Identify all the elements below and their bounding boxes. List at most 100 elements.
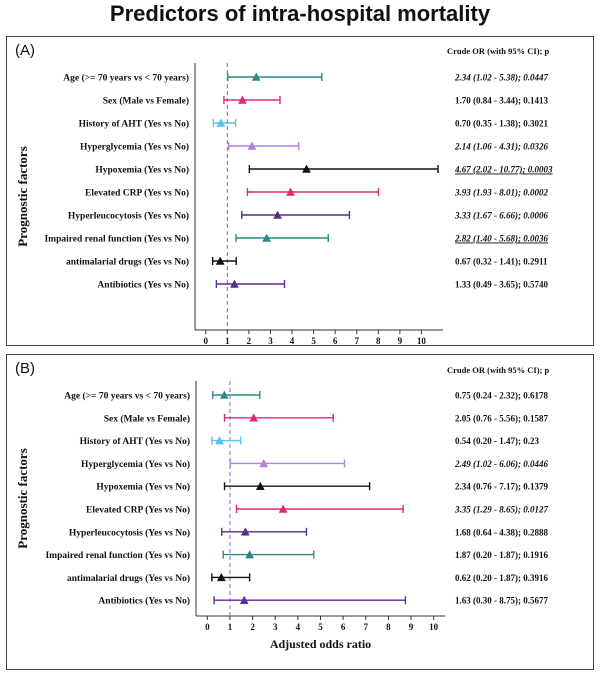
forest-plot-a: (A) Crude OR (with 95% CI); p 0 1 2 3 4 5 6 7 8 9 10… — [15, 42, 553, 345]
result-text: 4.67 (2.02 - 10.77); 0.0003 — [454, 165, 553, 175]
result-text: 2.82 (1.40 - 5.68); 0.0036 — [454, 234, 548, 244]
x-tick-label-b: 5 — [318, 622, 323, 632]
x-tick-label-b: 6 — [341, 622, 346, 632]
result-text: 0.75 (0.24 - 2.32); 0.6178 — [455, 391, 548, 401]
factor-label: Impaired renal function (Yes vs No) — [45, 550, 190, 561]
factor-label: Age (>= 70 years vs < 70 years) — [63, 73, 189, 84]
x-tick-label-b: 4 — [296, 622, 301, 632]
result-text: 1.68 (0.64 - 4.38); 0.2888 — [455, 527, 548, 537]
x-tick-label-b: 7 — [364, 622, 369, 632]
x-tick-label-b: 10 — [429, 622, 439, 632]
ci-bar — [246, 188, 380, 196]
ci-bar — [235, 234, 329, 242]
or-point — [245, 550, 255, 559]
factor-label: Antibiotics (Yes vs No) — [97, 280, 189, 291]
ci-bar — [221, 527, 308, 536]
factor-label: Elevated CRP (Yes vs No) — [85, 188, 189, 199]
result-text: 1.87 (0.20 - 1.87); 0.1916 — [455, 550, 548, 560]
x-tick-label-a: 7 — [354, 336, 359, 345]
result-text: 2.49 (1.02 - 6.06); 0.0446 — [454, 459, 548, 469]
ci-bar — [235, 505, 404, 513]
result-text: 3.33 (1.67 - 6.66); 0.0006 — [454, 211, 548, 221]
or-point — [219, 390, 229, 399]
or-point — [278, 504, 288, 513]
x-tick-label-b: 1 — [228, 622, 233, 632]
result-text: 1.63 (0.30 - 8.75); 0.5677 — [455, 596, 548, 606]
factor-label: Sex (Male vs Female) — [104, 413, 190, 424]
x-tick-label-b: 9 — [409, 622, 414, 632]
or-point — [286, 187, 295, 196]
ci-bar — [211, 436, 242, 445]
x-tick-label-a: 4 — [290, 336, 295, 345]
or-point — [230, 279, 239, 288]
result-text: 0.54 (0.20 - 1.47); 0.23 — [455, 436, 539, 446]
y-axis-label-b: Prognostic factors — [15, 448, 30, 548]
x-tick-label-b: 0 — [205, 622, 210, 632]
or-point — [255, 481, 265, 490]
result-text: 1.70 (0.84 - 3.44); 0.1413 — [455, 96, 548, 106]
ci-bar — [229, 459, 346, 468]
factor-label: Antibiotics (Yes vs No) — [98, 596, 190, 607]
x-tick-label-a: 3 — [268, 336, 273, 345]
or-point — [273, 210, 283, 219]
or-point — [238, 95, 247, 104]
factor-label: Elevated CRP (Yes vs No) — [86, 505, 190, 516]
result-text: 2.34 (0.76 - 7.17); 0.1379 — [455, 482, 548, 492]
result-text: 0.62 (0.20 - 1.87); 0.3916 — [455, 573, 548, 583]
result-text: 0.70 (0.35 - 1.38); 0.3021 — [455, 119, 548, 129]
x-tick-label-b: 8 — [386, 622, 391, 632]
factor-label: antimalarial drugs (Yes vs No) — [67, 573, 190, 584]
ci-bar — [211, 573, 251, 582]
panel-a: (A) Crude OR (with 95% CI); p 0 1 2 3 4 5 6 7 8 9 10… — [6, 36, 594, 346]
result-text: 1.33 (0.49 - 3.65); 0.5740 — [455, 280, 548, 290]
factor-label: antimalarial drugs (Yes vs No) — [66, 257, 189, 268]
or-point — [240, 527, 250, 536]
factor-label: Hyperglycemia (Yes vs No) — [80, 142, 189, 153]
x-axis-label-b: Adjusted odds ratio — [270, 637, 371, 651]
x-tick-label-a: 1 — [225, 336, 230, 345]
result-text: 3.93 (1.93 - 8.01); 0.0002 — [454, 188, 548, 198]
ci-bar — [227, 73, 323, 81]
or-point — [216, 118, 226, 127]
factor-label: Impaired renal function (Yes vs No) — [44, 234, 189, 245]
or-point — [302, 164, 311, 173]
ci-bar — [212, 391, 261, 399]
or-point — [262, 233, 272, 242]
ci-bar — [212, 119, 237, 127]
factor-label: Hyperglycemia (Yes vs No) — [81, 459, 190, 470]
factor-label: Sex (Male vs Female) — [103, 96, 189, 107]
ci-bar — [215, 280, 286, 288]
x-tick-label-a: 6 — [333, 336, 338, 345]
result-text: 3.35 (1.29 - 8.65); 0.0127 — [454, 505, 548, 515]
result-text: 2.34 (1.02 - 5.38); 0.0447 — [454, 73, 548, 83]
forest-plot-b: (B) Crude OR (with 95% CI); p 0 1 2 3 4 5 6 7 8 9 10… — [15, 360, 550, 651]
y-axis-label-a: Prognostic factors — [15, 146, 30, 246]
x-tick-label-b: 3 — [273, 622, 278, 632]
or-point — [247, 141, 257, 150]
panel-label-a: (A) — [15, 42, 35, 59]
ci-bar — [248, 165, 439, 173]
ci-bar — [211, 257, 237, 265]
or-point — [239, 595, 249, 604]
result-text: 0.67 (0.32 - 1.41); 0.2911 — [455, 257, 548, 267]
factor-label: Hyperleucocytosis (Yes vs No) — [69, 527, 190, 538]
factor-label: Hypoxemia (Yes vs No) — [96, 482, 190, 493]
factor-label: History of AHT (Yes vs No) — [79, 119, 189, 130]
x-tick-label-a: 0 — [204, 336, 209, 345]
ci-bar — [227, 142, 300, 150]
page-title: Predictors of intra-hospital mortality — [109, 1, 491, 26]
factor-label: Age (>= 70 years vs < 70 years) — [64, 391, 190, 402]
or-point — [251, 72, 261, 81]
x-tick-label-b: 2 — [250, 622, 255, 632]
ci-bar — [222, 550, 315, 559]
or-point — [216, 572, 226, 582]
ci-bar — [241, 211, 351, 219]
ci-bar — [223, 482, 371, 491]
column-header-b: Crude OR (with 95% CI); p — [447, 365, 550, 375]
factor-label: Hyperleucocytosis (Yes vs No) — [68, 211, 189, 222]
or-point — [215, 256, 225, 265]
panel-b: (B) Crude OR (with 95% CI); p 0 1 2 3 4 5 6 7 8 9 10… — [6, 354, 594, 670]
result-text: 2.14 (1.06 - 4.31); 0.0326 — [454, 142, 548, 152]
ci-bar — [223, 413, 334, 422]
x-tick-label-a: 10 — [417, 336, 427, 345]
